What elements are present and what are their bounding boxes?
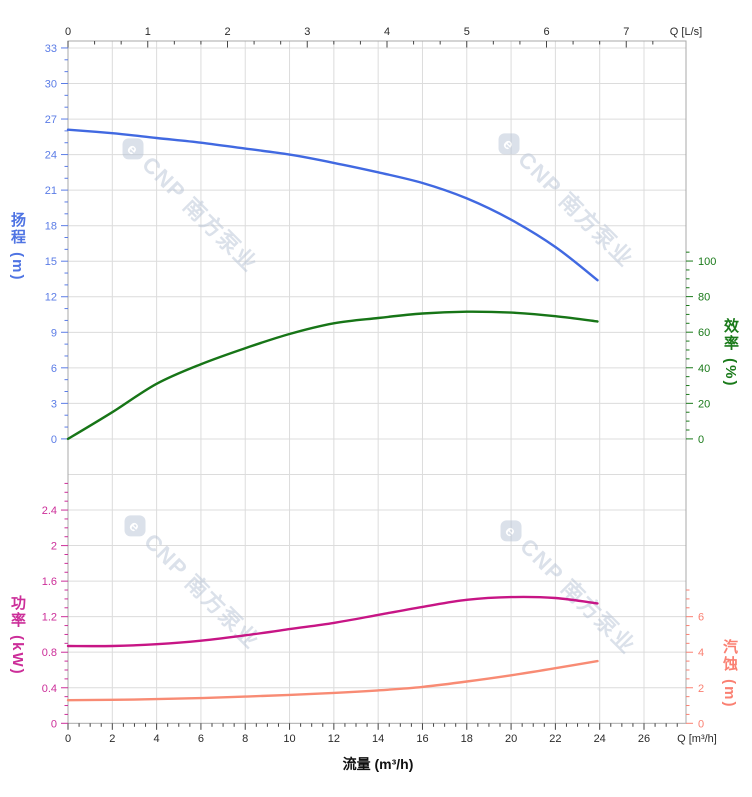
bottom-axis <box>67 723 678 730</box>
svg-text:60: 60 <box>698 327 710 339</box>
svg-text:2: 2 <box>109 733 115 745</box>
svg-text:2: 2 <box>51 541 57 553</box>
svg-text:10: 10 <box>283 733 295 745</box>
power-axis-title: 功率 (kW) <box>9 595 26 676</box>
svg-text:4: 4 <box>384 26 390 38</box>
efficiency-axis-title: 效率 (%) <box>722 318 739 388</box>
cnp-logo-icon <box>500 520 522 542</box>
svg-text:18: 18 <box>45 221 57 233</box>
svg-text:21: 21 <box>45 185 57 197</box>
cnp-logo-icon <box>124 515 146 537</box>
svg-text:26: 26 <box>638 733 650 745</box>
svg-text:30: 30 <box>45 78 57 90</box>
npsh-curve <box>66 659 599 702</box>
svg-text:5: 5 <box>464 26 470 38</box>
svg-text:18: 18 <box>461 733 473 745</box>
head-axis-title: 扬程 (m) <box>9 212 26 282</box>
gridlines <box>68 41 686 724</box>
bottom-axis-labels: 0 2 4 6 8 10 12 14 16 18 20 22 24 26 Q [m³/h]流量 (m³/h) <box>65 733 717 772</box>
svg-text:3: 3 <box>304 26 310 38</box>
svg-text:0.8: 0.8 <box>42 647 57 659</box>
svg-text:6: 6 <box>51 363 57 375</box>
svg-text:4: 4 <box>154 733 160 745</box>
svg-text:12: 12 <box>328 733 340 745</box>
power-axis <box>61 482 68 724</box>
efficiency-axis <box>686 251 693 440</box>
svg-text:0: 0 <box>698 434 704 446</box>
svg-text:2: 2 <box>224 26 230 38</box>
svg-text:Q [L/s]: Q [L/s] <box>670 26 702 38</box>
npsh-axis-labels: 0 2 4 6 <box>698 612 704 731</box>
svg-text:24: 24 <box>594 733 606 745</box>
svg-text:80: 80 <box>698 292 710 304</box>
svg-text:20: 20 <box>505 733 517 745</box>
svg-text:0: 0 <box>51 434 57 446</box>
svg-text:8: 8 <box>242 733 248 745</box>
svg-text:Q [m³/h]: Q [m³/h] <box>677 733 717 745</box>
x-axis-title: 流量 (m³/h) <box>343 756 414 772</box>
npsh-axis-title: 汽蚀 (m) <box>721 639 738 709</box>
npsh-axis <box>686 589 693 724</box>
svg-text:4: 4 <box>698 647 704 659</box>
top-axis-labels: 0 1 2 3 4 5 6 7 Q [L/s] <box>65 26 702 38</box>
svg-text:1.6: 1.6 <box>42 576 57 588</box>
watermark-text: CNP 南方泵业 <box>513 147 638 272</box>
svg-text:22: 22 <box>549 733 561 745</box>
svg-text:0: 0 <box>51 718 57 730</box>
svg-text:1: 1 <box>145 26 151 38</box>
svg-text:0.4: 0.4 <box>42 683 57 695</box>
svg-text:33: 33 <box>45 43 57 55</box>
power-axis-labels: 0 0.4 0.8 1.2 1.6 2 2.4 <box>42 505 57 730</box>
svg-text:7: 7 <box>623 26 629 38</box>
head-axis-labels: 0 3 6 9 12 15 18 21 24 27 30 33 <box>45 43 57 446</box>
svg-text:2.4: 2.4 <box>42 505 57 517</box>
svg-text:27: 27 <box>45 114 57 126</box>
svg-text:9: 9 <box>51 327 57 339</box>
svg-text:0: 0 <box>65 26 71 38</box>
svg-text:6: 6 <box>698 612 704 624</box>
svg-text:2: 2 <box>698 683 704 695</box>
svg-text:0: 0 <box>698 718 704 730</box>
svg-text:3: 3 <box>51 398 57 410</box>
head-axis <box>61 47 68 440</box>
svg-text:1.2: 1.2 <box>42 612 57 624</box>
svg-text:15: 15 <box>45 256 57 268</box>
power-curve <box>66 595 599 648</box>
plot-border <box>67 40 687 724</box>
efficiency-axis-labels: 0 20 40 60 80 100 <box>698 256 716 446</box>
svg-text:20: 20 <box>698 398 710 410</box>
watermark-text: CNP 南方泵业 <box>137 152 262 277</box>
svg-text:100: 100 <box>698 256 716 268</box>
svg-text:14: 14 <box>372 733 384 745</box>
svg-text:24: 24 <box>45 150 57 162</box>
head-curve <box>66 128 599 282</box>
svg-text:6: 6 <box>543 26 549 38</box>
svg-text:0: 0 <box>65 733 71 745</box>
efficiency-curve <box>66 310 599 441</box>
svg-text:6: 6 <box>198 733 204 745</box>
top-axis <box>67 41 654 48</box>
svg-text:40: 40 <box>698 363 710 375</box>
svg-text:16: 16 <box>416 733 428 745</box>
cnp-logo-icon <box>498 133 520 155</box>
svg-text:12: 12 <box>45 292 57 304</box>
cnp-logo-icon <box>122 138 144 160</box>
